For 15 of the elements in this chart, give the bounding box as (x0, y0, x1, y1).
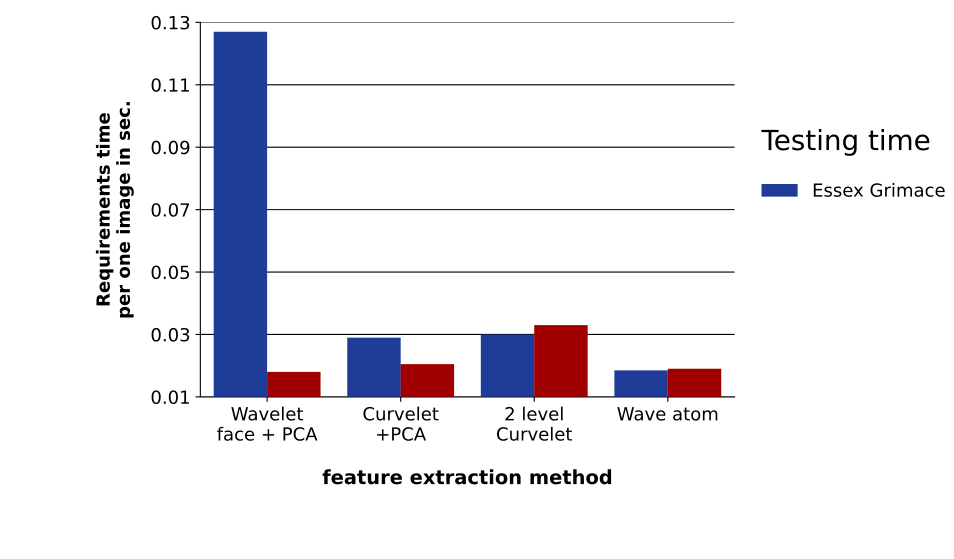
y-tick-label: 0.01 (152, 390, 189, 404)
y-tick-label: 0.11 (152, 78, 189, 92)
x-tick-label: Wave atom (617, 407, 718, 421)
y-tick-label: 0.09 (152, 140, 190, 154)
legend-label: Essex Grimace (814, 182, 945, 197)
legend-title: Testing time (761, 128, 930, 156)
x-axis-title: feature extraction method (322, 469, 612, 484)
x-tick-label: Wavelet face + PCA (217, 406, 318, 441)
x-tick-label: 2 level Curvelet (497, 406, 572, 441)
y-tick-label: 0.05 (152, 266, 190, 280)
y-tick-label: 0.03 (152, 328, 190, 342)
y-tick-label: 0.13 (152, 16, 190, 30)
x-tick-label: Curvelet +PCA (363, 406, 438, 441)
y-tick-label: 0.07 (152, 203, 190, 217)
y-axis-title: Requirements time per one image in sec. (96, 102, 134, 318)
